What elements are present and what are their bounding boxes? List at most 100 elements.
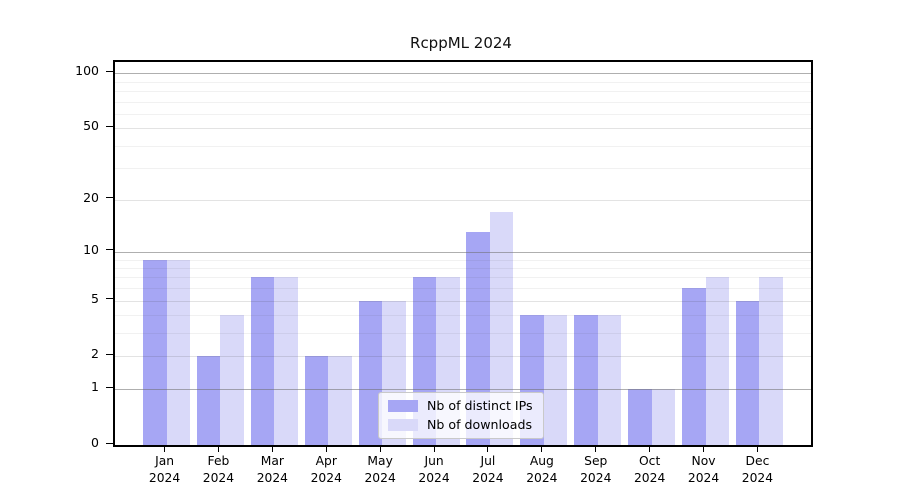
plot-area: Nb of distinct IPs Nb of downloads <box>113 60 813 447</box>
gridline-y-70 <box>115 101 811 103</box>
x-tick-oct <box>649 445 651 452</box>
gridline-y-50 <box>115 128 811 130</box>
y-tick-50 <box>106 125 113 127</box>
x-tick-label-jan: Jan 2024 <box>137 453 193 487</box>
gridline-y-2 <box>115 356 811 358</box>
bar-ips-apr <box>304 356 329 445</box>
x-tick-label-mar: Mar 2024 <box>244 453 300 487</box>
bar-ips-may <box>358 300 383 445</box>
x-tick-label-jun: Jun 2024 <box>406 453 462 487</box>
gridline-y-60 <box>115 113 811 115</box>
x-tick-year: 2024 <box>202 471 235 485</box>
x-tick-label-oct: Oct 2024 <box>622 453 678 487</box>
y-tick-2 <box>106 353 113 355</box>
gridline-y-30 <box>115 168 811 170</box>
x-tick-label-sep: Sep 2024 <box>568 453 624 487</box>
x-tick-label-jul: Jul 2024 <box>460 453 516 487</box>
gridline-y-80 <box>115 90 811 92</box>
x-tick-aug <box>541 445 543 452</box>
bar-downloads-mar <box>274 277 298 445</box>
legend-row-distinct-ips: Nb of distinct IPs <box>388 399 533 413</box>
y-tick-20 <box>106 197 113 199</box>
y-tick-10 <box>106 249 113 251</box>
bar-downloads-jul <box>489 212 514 445</box>
y-tick-label-20: 20 <box>83 189 99 205</box>
x-tick-may <box>379 445 381 452</box>
x-tick-year: 2024 <box>633 471 666 485</box>
x-tick-year: 2024 <box>526 471 558 485</box>
legend-label-downloads: Nb of downloads <box>427 417 533 432</box>
x-tick-year: 2024 <box>687 471 720 485</box>
x-tick-label-feb: Feb 2024 <box>190 453 246 487</box>
y-tick-label-100: 100 <box>75 63 99 79</box>
x-tick-label-aug: Aug 2024 <box>514 453 570 487</box>
y-tick-label-0: 0 <box>91 435 99 450</box>
bar-downloads-aug <box>543 315 568 445</box>
y-tick-5 <box>106 298 113 300</box>
x-tick-jul <box>487 445 489 452</box>
y-tick-label-1: 1 <box>91 379 99 395</box>
y-tick-0 <box>106 442 113 444</box>
y-tick-100 <box>106 70 113 72</box>
bar-ips-mar <box>250 277 275 445</box>
x-tick-nov <box>703 445 705 452</box>
bar-downloads-sep <box>597 315 622 445</box>
bar-ips-jan <box>143 259 167 445</box>
gridline-y-20 <box>115 199 811 201</box>
gridline-y-40 <box>115 145 811 147</box>
y-tick-label-50: 50 <box>83 118 99 134</box>
x-tick-year: 2024 <box>256 471 288 485</box>
legend-label-distinct-ips: Nb of distinct IPs <box>427 398 533 413</box>
bar-downloads-jan <box>166 259 191 445</box>
bar-downloads-dec <box>759 277 783 445</box>
x-tick-feb <box>217 445 219 452</box>
x-tick-year: 2024 <box>580 471 612 485</box>
bar-ips-dec <box>735 300 760 445</box>
gridline-y-7 <box>115 277 811 279</box>
bar-ips-oct <box>628 389 652 445</box>
legend-row-downloads: Nb of downloads <box>388 418 533 432</box>
bar-downloads-nov <box>705 277 730 445</box>
x-tick-year: 2024 <box>472 471 504 485</box>
gridline-y-4 <box>115 315 811 317</box>
x-tick-label-may: May 2024 <box>352 453 408 487</box>
bar-downloads-feb <box>220 315 244 445</box>
x-tick-year: 2024 <box>364 471 396 485</box>
chart-title: RcppML 2024 <box>410 34 512 52</box>
bar-ips-feb <box>196 356 221 445</box>
gridline-y-10 <box>115 251 811 253</box>
x-tick-jun <box>433 445 435 452</box>
legend-swatch-distinct-ips-icon <box>388 400 418 412</box>
legend: Nb of distinct IPs Nb of downloads <box>378 392 544 439</box>
y-tick-label-2: 2 <box>91 346 99 362</box>
y-tick-label-5: 5 <box>91 290 99 306</box>
x-tick-dec <box>756 445 758 452</box>
grid-layer <box>115 62 811 445</box>
gridline-y-5 <box>115 300 811 302</box>
bar-ips-nov <box>682 288 706 445</box>
x-tick-apr <box>325 445 327 452</box>
x-tick-year: 2024 <box>741 471 774 485</box>
x-tick-year: 2024 <box>310 471 342 485</box>
y-tick-label-10: 10 <box>83 241 99 257</box>
bar-downloads-oct <box>651 389 676 445</box>
gridline-y-6 <box>115 288 811 290</box>
gridline-y-1 <box>115 389 811 391</box>
gridline-y-90 <box>115 81 811 83</box>
x-tick-label-dec: Dec 2024 <box>729 453 785 487</box>
bar-ips-sep <box>574 315 598 445</box>
x-tick-jan <box>164 445 166 452</box>
gridline-y-100 <box>115 73 811 75</box>
x-tick-label-apr: Apr 2024 <box>298 453 354 487</box>
y-tick-1 <box>106 386 113 388</box>
x-tick-mar <box>271 445 273 452</box>
x-tick-year: 2024 <box>148 471 181 485</box>
x-tick-sep <box>595 445 597 452</box>
bar-downloads-apr <box>328 356 352 445</box>
x-tick-label-nov: Nov 2024 <box>676 453 732 487</box>
x-tick-year: 2024 <box>418 471 450 485</box>
bar-ips-jul <box>466 232 490 445</box>
gridline-y-3 <box>115 333 811 335</box>
gridline-y-9 <box>115 259 811 261</box>
